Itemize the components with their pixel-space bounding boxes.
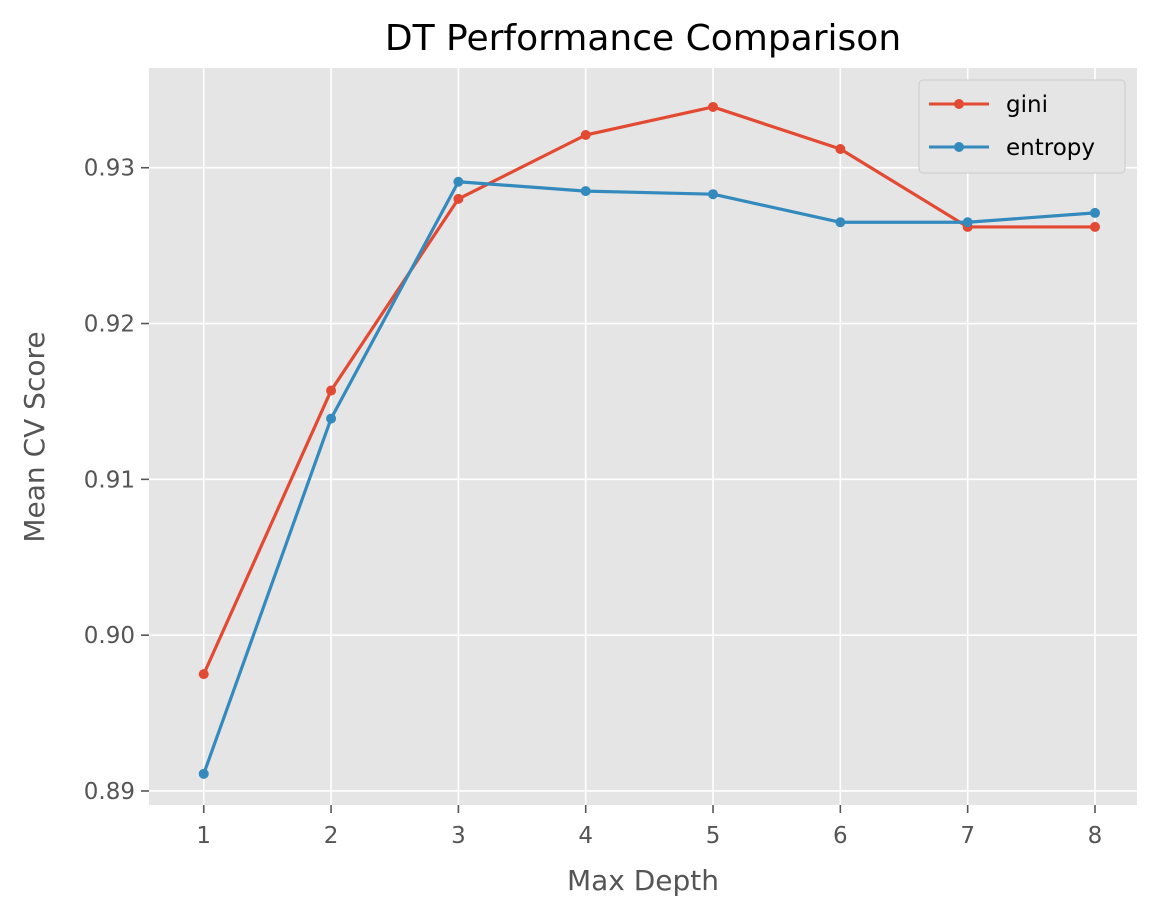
data-point-entropy xyxy=(1089,207,1100,218)
legend: gini entropy xyxy=(918,79,1126,174)
x-tick-label: 7 xyxy=(960,823,975,849)
legend-marker-gini xyxy=(954,99,964,109)
data-point-entropy xyxy=(962,217,973,228)
data-point-gini xyxy=(835,144,846,155)
legend-label-gini: gini xyxy=(1006,92,1048,118)
series-line-entropy xyxy=(202,180,1096,775)
x-axis-label: Max Depth xyxy=(567,864,719,897)
series-line-gini xyxy=(202,105,1095,675)
data-point-entropy xyxy=(835,217,846,228)
data-point-entropy xyxy=(326,413,337,424)
data-point-entropy xyxy=(453,176,464,187)
y-tick-label: 0.89 xyxy=(84,779,135,805)
data-point-entropy xyxy=(580,186,591,197)
data-point-entropy xyxy=(708,189,719,200)
legend-item-gini: gini xyxy=(929,92,1048,118)
x-tick-label: 3 xyxy=(451,823,466,849)
x-tick-label: 2 xyxy=(324,823,339,849)
x-axis-ticks: 1 2 3 4 5 6 7 8 xyxy=(196,805,1102,849)
data-point-gini xyxy=(708,101,719,112)
data-point-entropy xyxy=(198,768,209,779)
data-point-gini xyxy=(1089,221,1100,232)
series xyxy=(198,101,1100,779)
y-axis-ticks: 0.89 0.90 0.91 0.92 0.93 xyxy=(84,156,149,805)
y-tick-label: 0.91 xyxy=(84,467,135,493)
y-axis-label: Mean CV Score xyxy=(18,331,51,542)
y-tick-label: 0.92 xyxy=(84,312,135,338)
x-tick-label: 1 xyxy=(196,823,211,849)
x-tick-label: 5 xyxy=(706,823,721,849)
y-tick-label: 0.90 xyxy=(84,623,135,649)
y-tick-label: 0.93 xyxy=(84,156,135,182)
x-tick-label: 8 xyxy=(1088,823,1103,849)
plot-background xyxy=(149,68,1137,805)
data-point-gini xyxy=(326,385,337,396)
data-point-gini xyxy=(580,130,591,140)
legend-item-entropy: entropy xyxy=(929,135,1095,161)
series-entropy xyxy=(198,176,1100,779)
legend-marker-entropy xyxy=(954,142,964,152)
x-tick-label: 4 xyxy=(578,823,593,849)
chart-title: DT Performance Comparison xyxy=(385,18,901,59)
data-point-gini xyxy=(453,193,464,204)
data-point-gini xyxy=(198,669,209,680)
legend-label-entropy: entropy xyxy=(1006,135,1095,161)
x-tick-label: 6 xyxy=(833,823,848,849)
